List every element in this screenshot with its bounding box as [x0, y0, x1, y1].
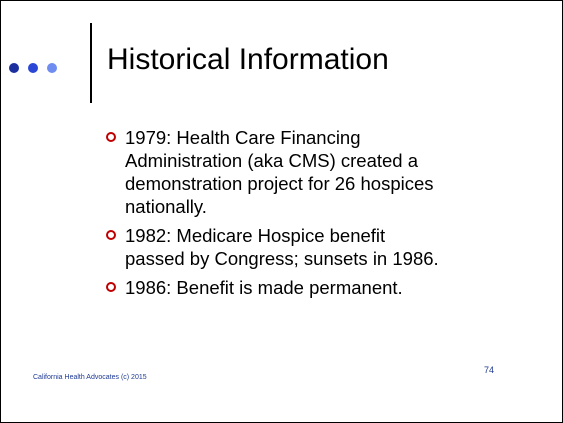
bullet-list: 1979: Health Care Financing Administratio…: [106, 126, 546, 305]
bullet-line: 1986: Benefit is made permanent.: [125, 277, 403, 298]
bullet-item: 1982: Medicare Hospice benefit passed by …: [106, 224, 546, 270]
bullet-marker: [106, 230, 116, 240]
divider: [90, 23, 92, 103]
bullet-marker: [106, 282, 116, 292]
bullet-line: 1982: Medicare Hospice benefit: [125, 225, 386, 246]
bullet-item: 1979: Health Care Financing Administratio…: [106, 126, 546, 218]
dot: [28, 63, 38, 73]
bullet-line: nationally.: [125, 196, 207, 217]
bullet-marker: [106, 132, 116, 142]
footer-text: California Health Advocates (c) 2015: [33, 374, 147, 381]
page-number: 74: [484, 365, 495, 375]
bullet-line: 1979: Health Care Financing: [125, 127, 361, 148]
bullet-item: 1986: Benefit is made permanent.: [106, 276, 546, 299]
dot: [9, 63, 19, 73]
title: Historical Information: [107, 43, 389, 76]
bullet-line: demonstration project for 26 hospices: [125, 173, 434, 194]
dot: [47, 63, 57, 73]
bullet-line: passed by Congress; sunsets in 1986.: [125, 248, 439, 269]
bullet-line: Administration (aka CMS) created a: [125, 150, 419, 171]
